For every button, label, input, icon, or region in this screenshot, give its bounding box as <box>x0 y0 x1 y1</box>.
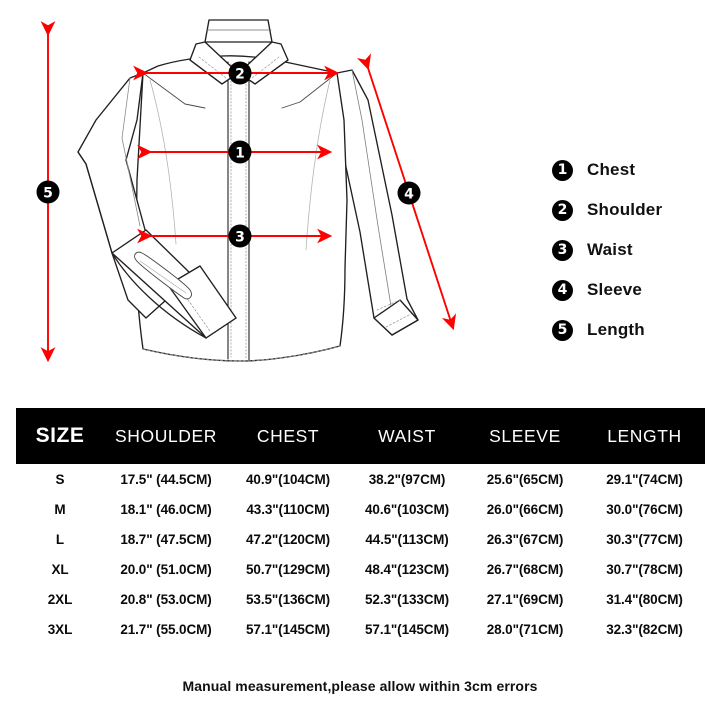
cell-length: 30.3"(77CM) <box>584 524 705 554</box>
legend-item-sleeve: 4 Sleeve <box>552 270 712 310</box>
column-header-waist: WAIST <box>378 425 436 446</box>
cell-shoulder: 20.8" (53.0CM) <box>104 584 228 614</box>
measurement-disclaimer: Manual measurement,please allow within 3… <box>182 678 538 694</box>
cell-chest: 47.2"(120CM) <box>228 524 348 554</box>
cell-waist: 48.4"(123CM) <box>348 554 466 584</box>
cell-length: 30.0"(76CM) <box>584 494 705 524</box>
legend-badge-2: 2 <box>552 199 573 221</box>
size-chart-table: SIZE SHOULDER CHEST WAIST SLEEVE LENGTH … <box>16 408 705 644</box>
shirt-illustration: 1 2 3 4 5 <box>36 19 457 363</box>
column-header-length: LENGTH <box>607 425 682 446</box>
cell-waist: 40.6"(103CM) <box>348 494 466 524</box>
column-header-size: SIZE <box>35 424 85 447</box>
cell-sleeve: 25.6"(65CM) <box>466 464 584 494</box>
table-row: S 17.5" (44.5CM) 40.9"(104CM) 38.2"(97CM… <box>16 464 705 494</box>
cell-shoulder: 18.7" (47.5CM) <box>104 524 228 554</box>
legend-item-waist: 3 Waist <box>552 230 712 270</box>
badge-marker-shoulder: 2 <box>228 61 252 85</box>
cell-waist: 57.1"(145CM) <box>348 614 466 644</box>
cell-sleeve: 26.7"(68CM) <box>466 554 584 584</box>
legend-badge-3: 3 <box>552 239 573 261</box>
legend-label-chest: Chest <box>587 160 636 179</box>
cell-chest: 50.7"(129CM) <box>228 554 348 584</box>
measurement-legend: 1 Chest 2 Shoulder 3 Waist 4 Sleeve 5 Le… <box>552 150 712 350</box>
column-header-chest: CHEST <box>256 425 320 446</box>
cell-sleeve: 26.0"(66CM) <box>466 494 584 524</box>
table-row: 3XL 21.7" (55.0CM) 57.1"(145CM) 57.1"(14… <box>16 614 705 644</box>
legend-item-length: 5 Length <box>552 310 712 350</box>
cell-shoulder: 18.1" (46.0CM) <box>104 494 228 524</box>
badge-marker-length: 5 <box>36 180 60 204</box>
cell-shoulder: 20.0" (51.0CM) <box>104 554 228 584</box>
badge-marker-shoulder-label: 2 <box>235 66 245 82</box>
illustration-badges: 1 2 3 4 5 <box>36 61 421 248</box>
table-row: XL 20.0" (51.0CM) 50.7"(129CM) 48.4"(123… <box>16 554 705 584</box>
legend-badge-1: 1 <box>552 159 573 181</box>
table-body: S 17.5" (44.5CM) 40.9"(104CM) 38.2"(97CM… <box>16 464 705 644</box>
cell-sleeve: 27.1"(69CM) <box>466 584 584 614</box>
cell-shoulder: 21.7" (55.0CM) <box>104 614 228 644</box>
cell-shoulder: 17.5" (44.5CM) <box>104 464 228 494</box>
column-header-shoulder: SHOULDER <box>114 425 218 446</box>
cell-waist: 38.2"(97CM) <box>348 464 466 494</box>
badge-marker-sleeve-label: 4 <box>404 186 414 202</box>
badge-marker-chest-label: 1 <box>235 145 245 161</box>
legend-label-sleeve: Sleeve <box>587 280 643 299</box>
legend-item-shoulder: 2 Shoulder <box>552 190 712 230</box>
cell-size: M <box>16 494 104 524</box>
size-table: SIZE SHOULDER CHEST WAIST SLEEVE LENGTH … <box>16 408 705 644</box>
cell-length: 29.1"(74CM) <box>584 464 705 494</box>
cell-chest: 40.9"(104CM) <box>228 464 348 494</box>
cell-length: 30.7"(78CM) <box>584 554 705 584</box>
cell-size: S <box>16 464 104 494</box>
badge-marker-sleeve: 4 <box>397 181 421 205</box>
cell-sleeve: 26.3"(67CM) <box>466 524 584 554</box>
cell-size: L <box>16 524 104 554</box>
cell-chest: 43.3"(110CM) <box>228 494 348 524</box>
badge-marker-chest: 1 <box>228 140 252 164</box>
legend-badge-4: 4 <box>552 279 573 301</box>
cell-chest: 53.5"(136CM) <box>228 584 348 614</box>
cell-size: XL <box>16 554 104 584</box>
legend-label-length: Length <box>587 320 645 339</box>
table-row: M 18.1" (46.0CM) 43.3"(110CM) 40.6"(103C… <box>16 494 705 524</box>
badge-marker-length-label: 5 <box>43 185 53 201</box>
legend-badge-5: 5 <box>552 319 573 341</box>
cell-waist: 52.3"(133CM) <box>348 584 466 614</box>
cell-length: 32.3"(82CM) <box>584 614 705 644</box>
badge-marker-waist-label: 3 <box>235 229 245 245</box>
column-header-sleeve: SLEEVE <box>489 425 561 446</box>
table-header: SIZE SHOULDER CHEST WAIST SLEEVE LENGTH <box>16 408 705 464</box>
table-row: 2XL 20.8" (53.0CM) 53.5"(136CM) 52.3"(13… <box>16 584 705 614</box>
cell-sleeve: 28.0"(71CM) <box>466 614 584 644</box>
cell-size: 2XL <box>16 584 104 614</box>
table-row: L 18.7" (47.5CM) 47.2"(120CM) 44.5"(113C… <box>16 524 705 554</box>
legend-label-shoulder: Shoulder <box>587 200 663 219</box>
cell-size: 3XL <box>16 614 104 644</box>
legend-label-waist: Waist <box>587 240 633 259</box>
cell-length: 31.4"(80CM) <box>584 584 705 614</box>
legend-item-chest: 1 Chest <box>552 150 712 190</box>
cell-waist: 44.5"(113CM) <box>348 524 466 554</box>
table-header-row: SIZE SHOULDER CHEST WAIST SLEEVE LENGTH <box>16 408 705 464</box>
cell-chest: 57.1"(145CM) <box>228 614 348 644</box>
badge-marker-waist: 3 <box>228 224 252 248</box>
